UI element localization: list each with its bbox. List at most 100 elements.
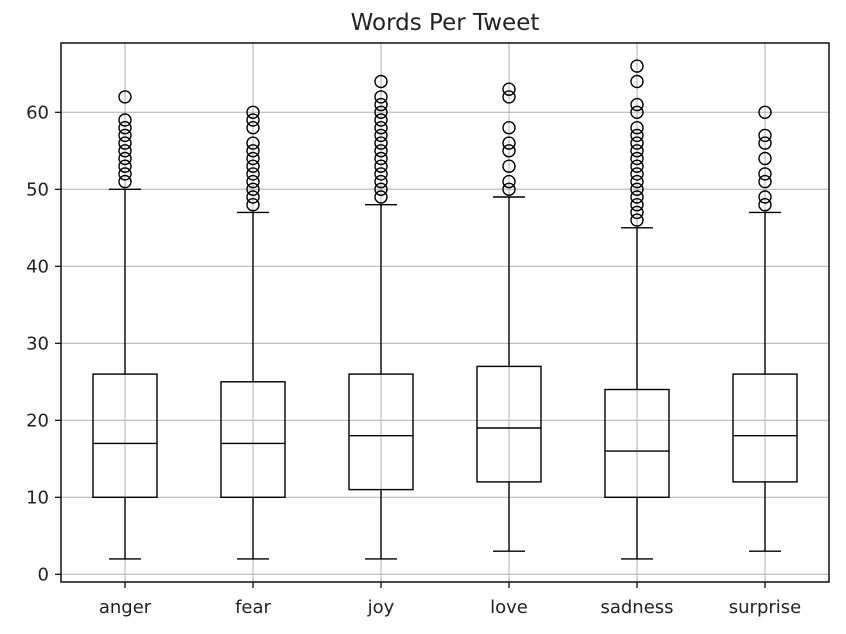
outlier-point <box>630 105 644 120</box>
x-tick-label-fear: fear <box>235 597 271 618</box>
outlier-point <box>118 159 132 173</box>
x-tick-label-joy: joy <box>367 597 395 618</box>
outlier-point <box>630 144 644 158</box>
iqr-box <box>732 373 798 483</box>
outlier-point <box>630 174 644 189</box>
outlier-point <box>374 90 388 104</box>
grid-lines <box>61 43 829 582</box>
outlier-point <box>630 151 644 166</box>
outlier-point <box>758 197 772 212</box>
outlier-point <box>118 151 132 166</box>
outlier-point <box>374 105 388 120</box>
outlier-point <box>246 197 260 212</box>
outlier-point <box>758 151 772 166</box>
outlier-point <box>118 90 132 104</box>
y-tick-label: 40 <box>26 256 49 277</box>
outlier-point <box>374 74 388 89</box>
outlier-point <box>118 167 132 181</box>
outlier-point <box>630 128 644 143</box>
x-tick-label-love: love <box>490 597 528 618</box>
box-love <box>476 82 542 552</box>
outlier-point <box>246 159 260 173</box>
outlier-point <box>502 182 516 197</box>
iqr-box <box>92 373 158 499</box>
outlier-point <box>758 128 772 143</box>
iqr-box <box>476 365 542 483</box>
outlier-point <box>502 174 516 189</box>
box-anger <box>92 90 158 560</box>
outlier-point <box>758 190 772 204</box>
outlier-point <box>630 182 644 197</box>
outlier-point <box>502 82 516 96</box>
outlier-point <box>246 136 260 150</box>
outlier-point <box>374 190 388 204</box>
outlier-point <box>758 167 772 181</box>
plot-frame <box>60 42 830 583</box>
outlier-point <box>374 128 388 143</box>
outlier-point <box>374 144 388 158</box>
outlier-point <box>758 105 772 120</box>
outlier-point <box>118 144 132 158</box>
outlier-point <box>502 144 516 158</box>
outlier-point <box>374 120 388 135</box>
y-tick-label: 0 <box>38 564 49 585</box>
outlier-point <box>502 136 516 150</box>
y-tick-label: 50 <box>26 179 49 200</box>
outlier-point <box>374 151 388 166</box>
outlier-point <box>630 120 644 135</box>
y-axis-ticks: 0 10 20 30 40 50 60 <box>26 102 61 585</box>
iqr-box <box>604 388 670 499</box>
outlier-point <box>246 105 260 120</box>
outlier-point <box>246 174 260 189</box>
boxes-layer <box>92 59 798 560</box>
outlier-point <box>246 144 260 158</box>
box-surprise <box>732 105 798 552</box>
chart-title: Words Per Tweet <box>351 10 540 36</box>
iqr-box <box>348 373 414 491</box>
outlier-point <box>630 167 644 181</box>
outlier-point <box>630 205 644 220</box>
outlier-point <box>118 113 132 127</box>
outlier-point <box>630 197 644 212</box>
outlier-point <box>374 182 388 197</box>
outlier-point <box>118 120 132 135</box>
outlier-point <box>374 167 388 181</box>
outlier-point <box>374 113 388 127</box>
outlier-point <box>246 151 260 166</box>
outlier-point <box>502 120 516 135</box>
x-tick-label-sadness: sadness <box>600 597 673 618</box>
y-tick-label: 10 <box>26 487 49 508</box>
outlier-point <box>374 136 388 150</box>
box-sadness <box>604 59 670 560</box>
iqr-box <box>220 381 286 498</box>
x-tick-label-surprise: surprise <box>729 597 801 618</box>
outlier-point <box>246 182 260 197</box>
outlier-point <box>630 97 644 112</box>
outlier-point <box>246 113 260 127</box>
x-tick-label-anger: anger <box>99 597 152 618</box>
y-tick-label: 60 <box>26 102 49 123</box>
outlier-point <box>246 120 260 135</box>
outlier-point <box>374 174 388 189</box>
x-axis-ticks: anger fear joy love sadness surprise <box>99 582 801 618</box>
outlier-point <box>630 159 644 173</box>
outlier-point <box>502 159 516 173</box>
y-tick-label: 30 <box>26 333 49 354</box>
outlier-point <box>630 190 644 204</box>
outlier-point <box>758 136 772 150</box>
box-joy <box>348 74 414 560</box>
outlier-point <box>502 90 516 104</box>
outlier-point <box>630 59 644 73</box>
box-fear <box>220 105 286 560</box>
outlier-point <box>118 174 132 189</box>
outlier-point <box>374 159 388 173</box>
outlier-point <box>374 97 388 112</box>
outlier-point <box>246 190 260 204</box>
outlier-point <box>630 213 644 227</box>
outlier-point <box>118 128 132 143</box>
outlier-point <box>246 167 260 181</box>
outlier-point <box>630 74 644 89</box>
outlier-point <box>630 136 644 150</box>
